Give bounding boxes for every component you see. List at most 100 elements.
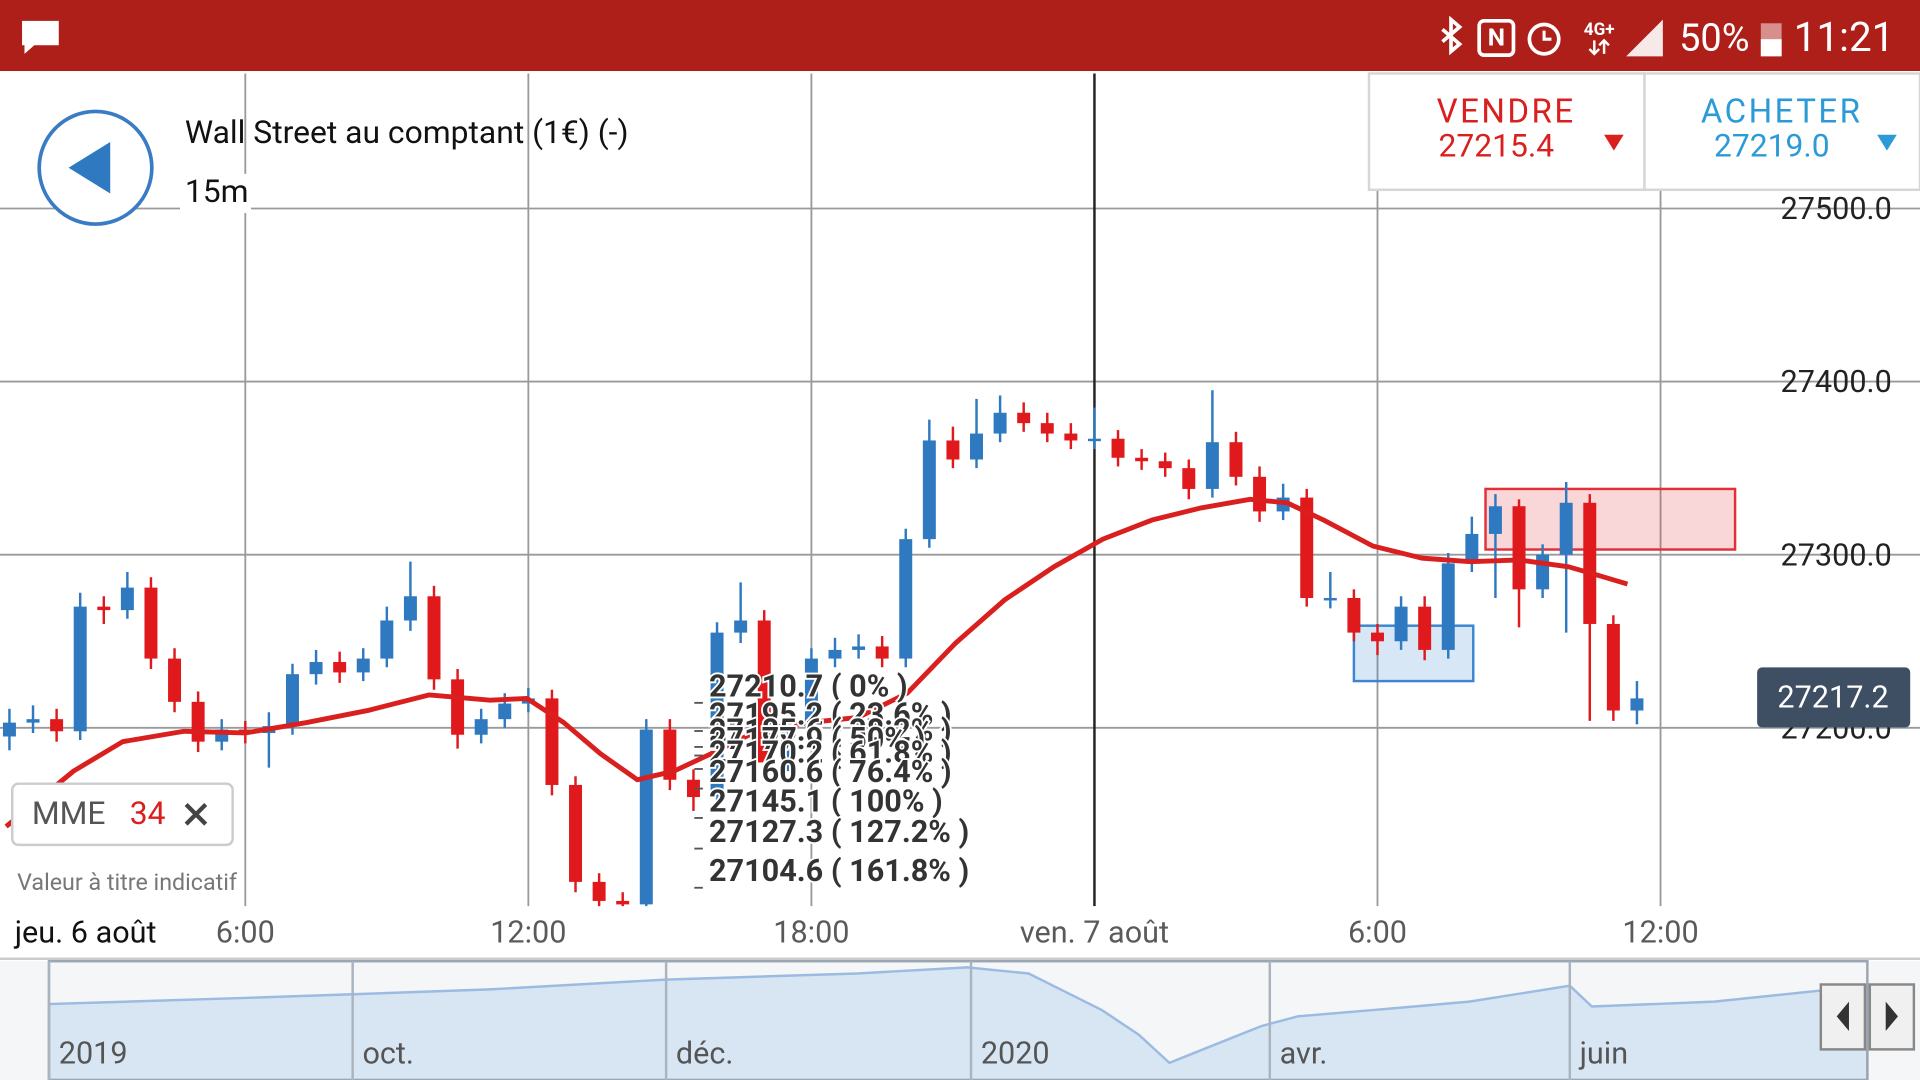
candle-body bbox=[1300, 497, 1314, 598]
candle-body bbox=[616, 900, 630, 905]
candle-body bbox=[1606, 623, 1620, 711]
indicator-chip: MME 34 Valeur à titre indicatif bbox=[11, 782, 238, 896]
disclaimer: Valeur à titre indicatif bbox=[17, 868, 238, 896]
candle-body bbox=[1158, 461, 1172, 469]
candle-body bbox=[309, 662, 323, 675]
signal-icon bbox=[1626, 19, 1663, 57]
chart-header: Wall Street au comptant (1€) (-) 15m VEN… bbox=[37, 72, 1920, 226]
indicator-box[interactable] bbox=[11, 782, 234, 847]
candle-body bbox=[1488, 506, 1502, 534]
fib-label: 27185.6 ( 38.2% ) bbox=[709, 713, 952, 748]
y-tick-label: 27400.0 bbox=[1781, 365, 1892, 400]
sell-label: VENDRE bbox=[1437, 93, 1576, 132]
candle-body bbox=[1559, 502, 1573, 555]
fib-label: 27177.9 ( 50% ) bbox=[709, 722, 925, 757]
candle-body bbox=[144, 587, 158, 659]
x-tick-label: 6:00 bbox=[216, 915, 275, 950]
candle-body bbox=[1087, 438, 1101, 442]
network-type: 4G+ bbox=[1584, 20, 1615, 40]
candle-body bbox=[1135, 457, 1149, 462]
sell-caret bbox=[1604, 134, 1624, 151]
candle-body bbox=[380, 620, 394, 659]
candle-body bbox=[1205, 442, 1219, 489]
candle-body bbox=[356, 658, 370, 673]
navigator-label: juin bbox=[1579, 1037, 1629, 1072]
current-price-tag bbox=[1757, 667, 1911, 728]
candle-body bbox=[686, 779, 700, 798]
candle-body bbox=[2, 722, 16, 737]
candle-body bbox=[1441, 563, 1455, 650]
navigator-label: avr. bbox=[1280, 1037, 1328, 1072]
candle-body bbox=[1347, 597, 1361, 633]
moving-average bbox=[4, 496, 1629, 829]
bluetooth-icon bbox=[1441, 15, 1463, 56]
buy-label: ACHETER bbox=[1701, 93, 1863, 132]
candle-body bbox=[1040, 423, 1054, 434]
data-arrows bbox=[1588, 38, 1610, 56]
right-arrow bbox=[1885, 1001, 1898, 1032]
candle-body bbox=[1064, 433, 1078, 441]
x-tick-label: 6:00 bbox=[1348, 915, 1407, 950]
candle-body bbox=[97, 606, 111, 611]
candle-body bbox=[333, 662, 347, 673]
candle-body bbox=[1583, 502, 1597, 624]
candle-body bbox=[451, 679, 465, 735]
candle-body bbox=[852, 646, 866, 650]
status-bar: N 4G+ 50% 11:21 bbox=[0, 0, 1920, 72]
candle-body bbox=[191, 701, 205, 742]
navigator-label: 2020 bbox=[981, 1037, 1050, 1072]
candle-body bbox=[1394, 606, 1408, 642]
indicator-name: MME bbox=[32, 794, 106, 832]
plot-area bbox=[2, 73, 1737, 907]
candle-body bbox=[50, 719, 64, 732]
candle-body bbox=[734, 620, 748, 633]
first-date-label: jeu. 6 août bbox=[14, 915, 157, 950]
zone bbox=[1484, 487, 1737, 551]
candle-body bbox=[970, 433, 983, 460]
candle-body bbox=[922, 440, 936, 540]
x-tick-label: ven. 7 août bbox=[1020, 915, 1169, 950]
sell-price: 27215.4 bbox=[1438, 127, 1554, 165]
buy-price: 27219.0 bbox=[1714, 127, 1830, 165]
x-tick-label: 18:00 bbox=[773, 915, 849, 950]
candle-body bbox=[828, 649, 842, 659]
buy-caret bbox=[1877, 134, 1897, 151]
y-tick-label: 27300.0 bbox=[1781, 538, 1892, 573]
candle-body bbox=[1512, 506, 1526, 590]
candle-body bbox=[168, 658, 182, 702]
candle-body bbox=[1111, 438, 1125, 458]
instrument-title: Wall Street au comptant (1€) (-) bbox=[185, 113, 629, 151]
candle-body bbox=[285, 674, 299, 727]
fib-label: 27210.7 ( 0% ) bbox=[709, 669, 908, 704]
message-icon bbox=[22, 20, 59, 54]
candle-body bbox=[1182, 468, 1196, 489]
fib-label: 27160.6 ( 76.4% ) bbox=[709, 755, 952, 790]
fib-label: 27145.1 ( 100% ) bbox=[709, 784, 943, 819]
candle-body bbox=[1323, 597, 1337, 601]
x-axis: jeu. 6 août 6:00 12:00 18:00 ven. 7 août 6:0… bbox=[0, 908, 1699, 958]
back-arrow bbox=[68, 142, 111, 194]
fib-label: 27170.2 ( 61.8% ) bbox=[709, 735, 952, 770]
candle-body bbox=[1465, 533, 1479, 564]
candle-body bbox=[1017, 412, 1031, 424]
candle-body bbox=[403, 596, 417, 621]
status-bar-bg bbox=[0, 0, 1920, 72]
nfc-letter: N bbox=[1488, 23, 1505, 52]
candle-body bbox=[1371, 632, 1384, 642]
nfc-icon bbox=[1477, 18, 1516, 57]
candle-body bbox=[1630, 698, 1644, 711]
candle-body bbox=[1229, 442, 1243, 477]
candle-body bbox=[73, 606, 87, 732]
buy-button[interactable] bbox=[1643, 72, 1920, 192]
current-price-label: 27217.2 bbox=[1777, 680, 1888, 715]
battery-percent: 50% bbox=[1679, 16, 1749, 60]
fib-label: 27195.2 ( 23.6% ) bbox=[709, 697, 952, 732]
indicator-remove[interactable] bbox=[184, 802, 208, 826]
candle-body bbox=[592, 881, 606, 901]
candle-body bbox=[639, 729, 653, 905]
candle-body bbox=[804, 658, 818, 728]
date-label-bg bbox=[996, 908, 1193, 958]
candle-body bbox=[1253, 476, 1267, 512]
